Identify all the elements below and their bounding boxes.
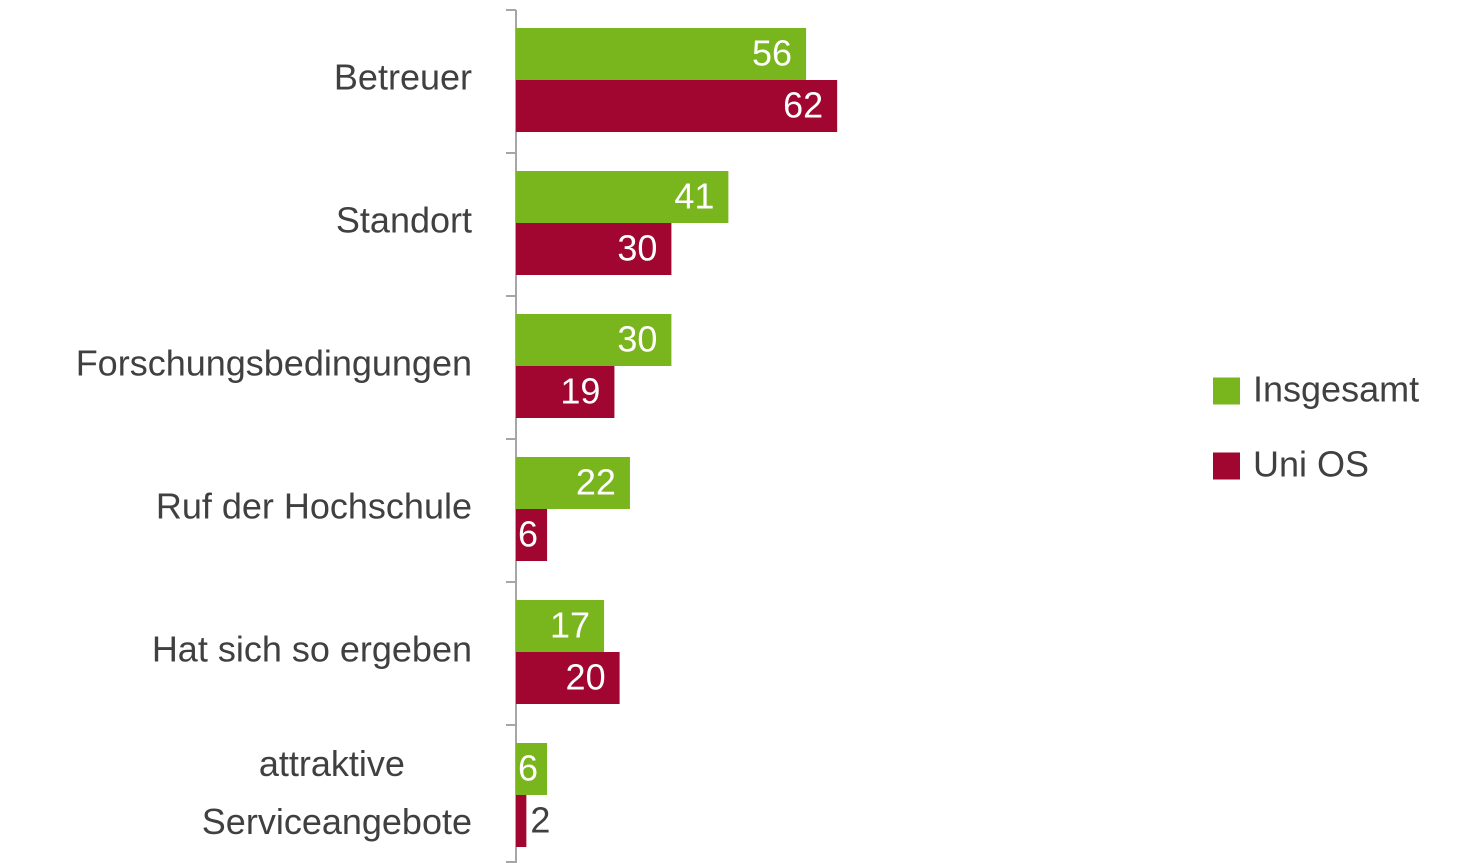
value-label: 30 (617, 319, 657, 360)
bar (516, 652, 620, 704)
bar (516, 366, 615, 418)
category-label: Hat sich so ergeben (152, 629, 472, 670)
category-label-line: attraktive (259, 743, 415, 784)
legend-swatch (1213, 377, 1240, 405)
legend-label: Insgesamt (1253, 369, 1419, 410)
bar (516, 223, 672, 275)
bar (516, 457, 630, 509)
value-label: 20 (566, 657, 606, 698)
bar (516, 600, 605, 652)
value-label: 17 (550, 605, 590, 646)
value-label: 41 (674, 176, 714, 217)
value-label: 6 (518, 514, 538, 555)
category-label-line: Serviceangebote (202, 801, 472, 842)
value-label: 19 (560, 371, 600, 412)
category-label: Forschungsbedingungen (76, 343, 472, 384)
legend-label: Uni OS (1253, 444, 1369, 485)
category-label: Betreuer (334, 57, 472, 98)
category-label: Ruf der Hochschule (156, 486, 472, 527)
value-label: 56 (752, 33, 792, 74)
value-label: 6 (518, 748, 538, 789)
category-label: attraktive Serviceangebote (202, 743, 472, 842)
category-label: Standort (336, 200, 472, 241)
bar (516, 314, 672, 366)
legend-swatch (1213, 452, 1240, 480)
value-label: 2 (530, 800, 550, 841)
value-label: 30 (617, 228, 657, 269)
bar (516, 743, 548, 795)
value-label: 22 (576, 462, 616, 503)
bar (516, 171, 729, 223)
bar (516, 28, 807, 80)
bar (516, 509, 548, 561)
value-label: 62 (783, 85, 823, 126)
bar (516, 795, 527, 847)
bar (516, 80, 838, 132)
